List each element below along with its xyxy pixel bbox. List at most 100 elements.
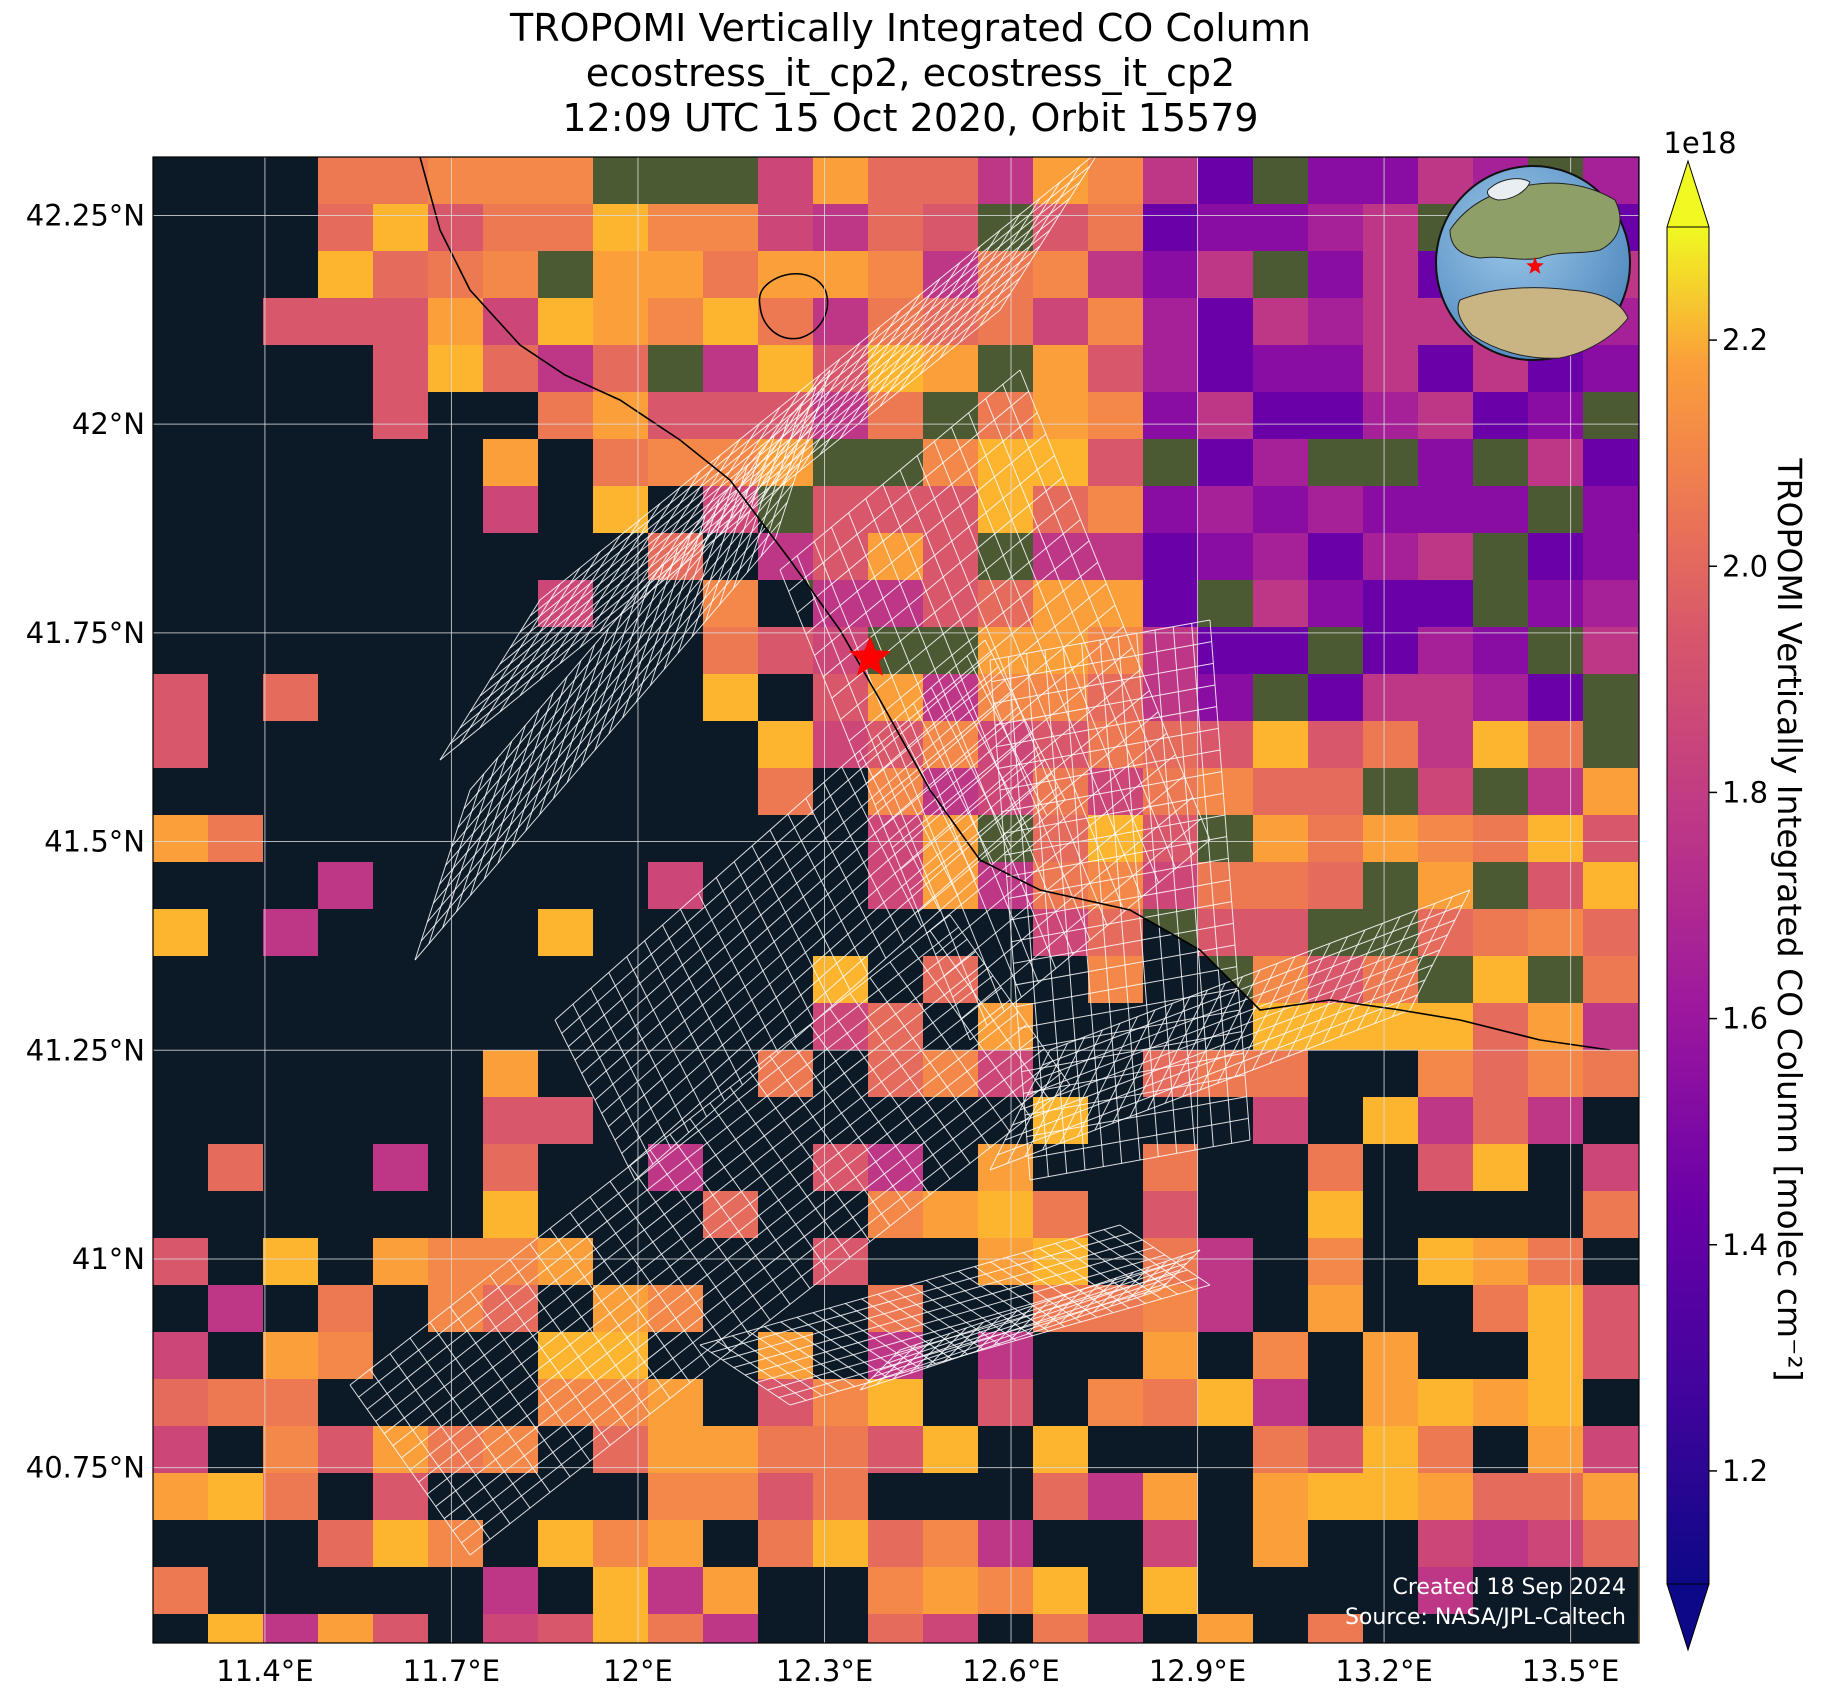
co-pixel [1088, 1614, 1143, 1643]
co-pixel [703, 392, 758, 439]
co-pixel [153, 1473, 208, 1520]
co-pixel [758, 345, 813, 392]
co-pixel [1143, 1567, 1198, 1614]
co-pixel [1583, 1426, 1638, 1473]
co-pixel [813, 1473, 868, 1520]
co-pixel [1418, 580, 1473, 627]
co-pixel [923, 204, 978, 251]
lon-tick-label: 11.4°E [216, 1654, 313, 1688]
co-pixel [593, 1614, 648, 1643]
co-pixel [1308, 204, 1363, 251]
co-pixel [1088, 1473, 1143, 1520]
co-pixel [428, 157, 483, 204]
co-pixel [1418, 1003, 1473, 1050]
co-pixel [373, 298, 428, 345]
co-pixel [703, 580, 758, 627]
co-pixel [1308, 392, 1363, 439]
co-pixel [1033, 439, 1088, 486]
co-pixel [1418, 674, 1473, 721]
co-pixel [703, 1614, 758, 1643]
co-pixel [1363, 251, 1418, 298]
co-pixel [1473, 1238, 1528, 1285]
co-pixel [1583, 439, 1638, 486]
co-pixel [703, 1567, 758, 1614]
map-frame [152, 156, 1640, 1644]
co-pixel [923, 533, 978, 580]
co-pixel [1143, 486, 1198, 533]
co-pixel [1583, 768, 1638, 815]
gridlines [153, 157, 1639, 1643]
co-pixel [373, 1144, 428, 1191]
footprint-mesh [989, 619, 1251, 1181]
co-pixel [1363, 721, 1418, 768]
co-pixel [1308, 486, 1363, 533]
colorbar: 1.2 1.4 1.6 1.8 2.0 2.2 1e18 TROPOMI Vertical… [1663, 126, 1809, 1652]
co-pixel [1033, 1426, 1088, 1473]
lat-tick-labels: 42.25°N 42°N 41.75°N 41.5°N 41.25°N 41°N 40.75… [26, 198, 145, 1484]
co-pixel [1363, 486, 1418, 533]
co-pixel [703, 674, 758, 721]
co-pixel [813, 1520, 868, 1567]
co-pixel [538, 204, 593, 251]
co-pixel [868, 1144, 923, 1191]
co-pixel [1473, 486, 1528, 533]
co-pixel [1033, 1191, 1088, 1238]
co-pixel [1308, 157, 1363, 204]
co-pixel [1418, 1144, 1473, 1191]
co-pixel [1583, 1520, 1638, 1567]
co-pixel [1198, 1614, 1253, 1643]
co-pixel [868, 1191, 923, 1238]
colorbar-tick-label: 1.8 [1722, 775, 1768, 809]
co-pixel [1143, 157, 1198, 204]
co-pixel [1528, 721, 1583, 768]
co-pixel [813, 1426, 868, 1473]
co-pixel [1253, 1473, 1308, 1520]
co-pixel [593, 486, 648, 533]
co-pixel [923, 1567, 978, 1614]
co-pixel [1143, 204, 1198, 251]
co-pixel [1253, 345, 1308, 392]
footprint-mesh [349, 914, 1071, 1556]
co-pixel [1143, 862, 1198, 909]
co-pixel [483, 251, 538, 298]
co-pixel [483, 1285, 538, 1332]
co-pixel [1583, 486, 1638, 533]
co-pixel [373, 1426, 428, 1473]
co-pixel [703, 1191, 758, 1238]
co-pixel [1418, 721, 1473, 768]
co-pixel [1363, 204, 1418, 251]
co-pixel [1473, 1285, 1528, 1332]
co-pixel [1363, 1426, 1418, 1473]
co-pixel [428, 204, 483, 251]
co-pixel [1583, 345, 1638, 392]
co-pixel [1198, 721, 1253, 768]
co-pixel [1143, 674, 1198, 721]
co-pixel [1363, 345, 1418, 392]
co-pixel [208, 1473, 263, 1520]
co-pixel [1143, 627, 1198, 674]
co-pixel [1418, 1473, 1473, 1520]
co-pixel [978, 439, 1033, 486]
co-pixel [1143, 533, 1198, 580]
co-pixel [978, 1567, 1033, 1614]
co-pixel [153, 1426, 208, 1473]
co-pixel [1253, 627, 1308, 674]
co-pixel [1198, 204, 1253, 251]
co-pixel [648, 392, 703, 439]
co-pixel [538, 909, 593, 956]
lon-tick-label: 12.6°E [962, 1654, 1059, 1688]
co-pixel [1253, 533, 1308, 580]
co-pixel [1308, 1238, 1363, 1285]
co-pixel [593, 392, 648, 439]
co-pixel [1253, 1050, 1308, 1097]
co-pixel [1253, 580, 1308, 627]
co-pixel [923, 580, 978, 627]
co-pixel [373, 1520, 428, 1567]
co-pixel [428, 1238, 483, 1285]
co-pixel [1528, 1050, 1583, 1097]
co-pixel [868, 674, 923, 721]
co-pixel [1308, 251, 1363, 298]
co-pixel [428, 345, 483, 392]
lon-tick-label: 11.7°E [403, 1654, 500, 1688]
